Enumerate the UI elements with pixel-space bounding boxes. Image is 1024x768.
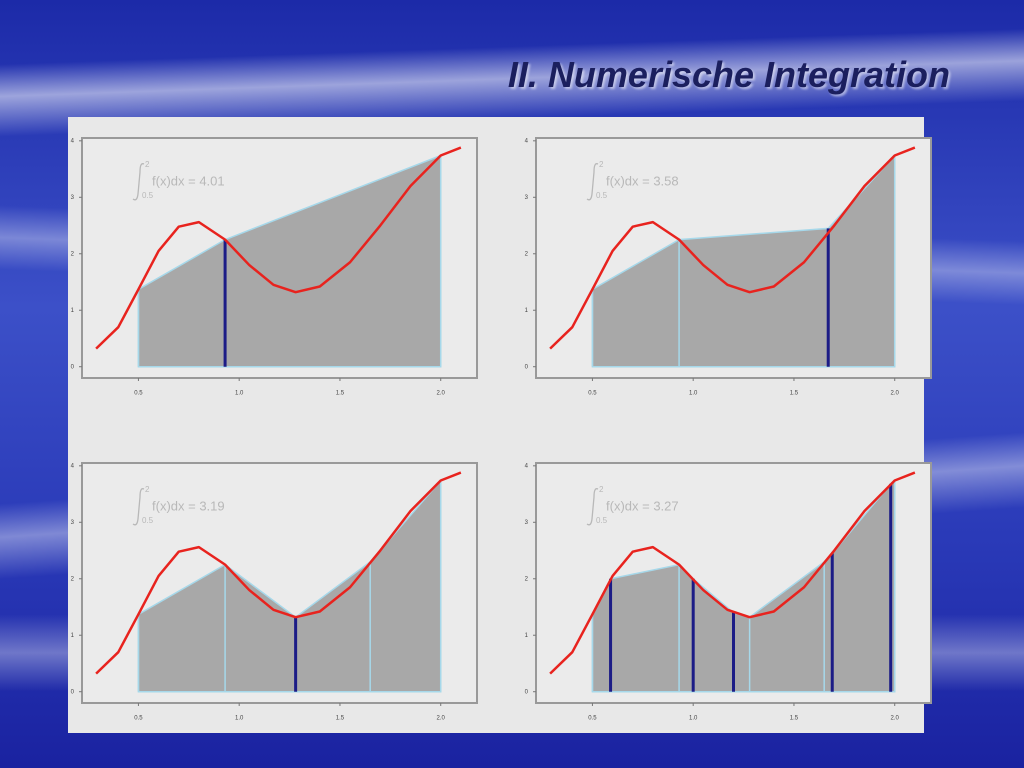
x-tick-label: 1.5	[790, 391, 799, 397]
integral-upper: 2	[599, 160, 604, 169]
x-tick-label: 1.0	[235, 716, 244, 722]
integral-lower: 0.5	[142, 191, 154, 200]
x-tick-label: 2.0	[437, 391, 446, 397]
integral-sign	[132, 163, 145, 201]
x-tick-label: 1.0	[235, 391, 244, 397]
y-tick-label: 4	[525, 463, 529, 469]
integral-upper: 2	[145, 160, 150, 169]
y-tick-label: 0	[525, 364, 529, 370]
y-tick-label: 3	[71, 520, 75, 526]
integral-value: f(x)dx = 3.19	[152, 498, 225, 513]
y-tick-label: 2	[525, 576, 529, 582]
y-tick-label: 3	[71, 195, 75, 201]
y-tick-label: 2	[525, 251, 529, 257]
function-curve	[95, 146, 462, 350]
x-tick-label: 1.0	[689, 391, 698, 397]
y-tick-label: 0	[71, 364, 75, 370]
y-tick-label: 0	[525, 689, 529, 695]
y-tick-label: 1	[71, 633, 75, 639]
integral-upper: 2	[145, 485, 150, 494]
x-tick-label: 1.0	[689, 716, 698, 722]
y-tick-label: 4	[71, 138, 75, 144]
function-curve	[549, 471, 916, 675]
integral-lower: 0.5	[596, 516, 608, 525]
x-tick-label: 1.5	[790, 716, 799, 722]
y-tick-label: 1	[525, 633, 529, 639]
integral-value: f(x)dx = 3.27	[606, 498, 679, 513]
function-curve	[95, 471, 462, 675]
x-tick-label: 2.0	[437, 716, 446, 722]
integral-sign	[586, 163, 599, 201]
x-tick-label: 2.0	[891, 716, 900, 722]
slide-title: II. Numerische Integration	[508, 54, 950, 95]
integral-sign	[132, 488, 145, 526]
x-tick-label: 1.5	[336, 391, 345, 397]
y-tick-label: 4	[71, 463, 75, 469]
integral-sign	[586, 488, 599, 526]
y-tick-label: 0	[71, 689, 75, 695]
x-tick-label: 0.5	[588, 391, 597, 397]
x-tick-label: 0.5	[134, 716, 143, 722]
y-tick-label: 4	[525, 138, 529, 144]
x-tick-label: 2.0	[891, 391, 900, 397]
y-tick-label: 1	[525, 308, 529, 314]
function-curve	[549, 146, 916, 350]
integral-value: f(x)dx = 4.01	[152, 173, 225, 188]
y-tick-label: 3	[525, 520, 529, 526]
integral-upper: 2	[599, 485, 604, 494]
y-tick-label: 1	[71, 308, 75, 314]
integral-value: f(x)dx = 3.58	[606, 173, 679, 188]
x-tick-label: 0.5	[588, 716, 597, 722]
y-tick-label: 3	[525, 195, 529, 201]
integral-lower: 0.5	[596, 191, 608, 200]
x-tick-label: 1.5	[336, 716, 345, 722]
integral-lower: 0.5	[142, 516, 154, 525]
x-tick-label: 0.5	[134, 391, 143, 397]
y-tick-label: 2	[71, 576, 75, 582]
y-tick-label: 2	[71, 251, 75, 257]
